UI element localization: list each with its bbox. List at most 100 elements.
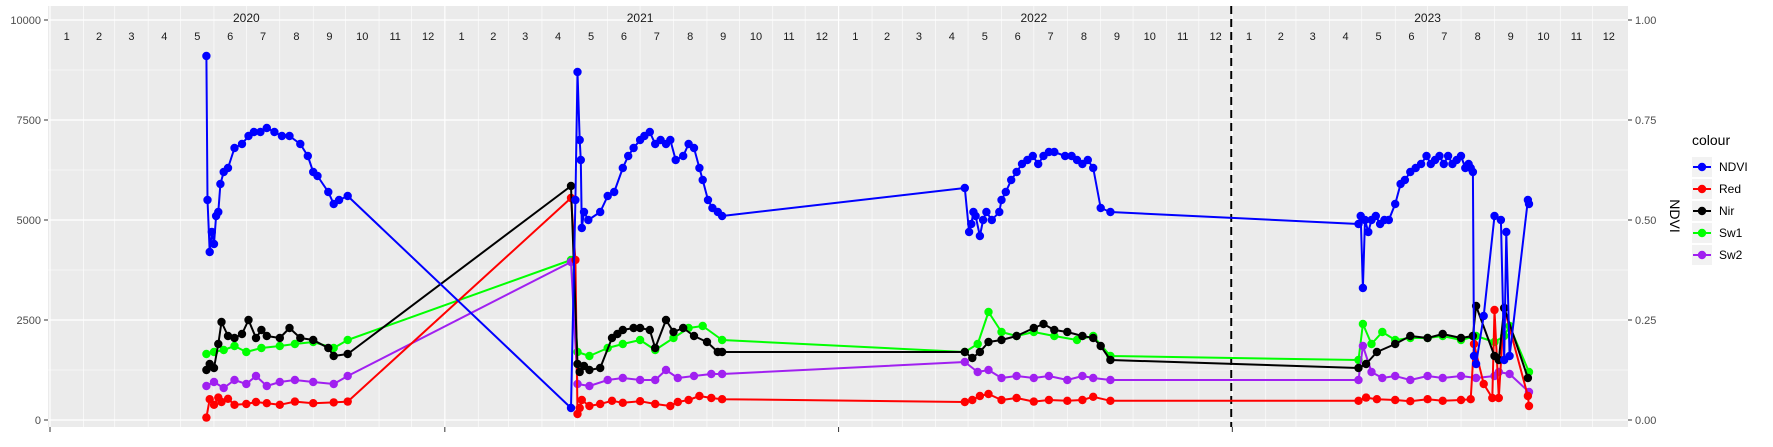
data-point-ndvi [1364,227,1373,237]
data-point-nir [1456,333,1466,343]
legend-key-point-sw2 [1697,250,1707,260]
data-point-ndvi [1106,207,1115,217]
data-point-red [1044,395,1054,405]
data-point-nir [679,323,688,333]
data-point-red [1438,396,1447,405]
data-point-ndvi [324,187,333,197]
data-point-ndvi [964,227,974,237]
month-label: 7 [1441,31,1447,43]
data-point-nir [645,325,654,335]
data-point-red [651,399,660,409]
data-point-red [1089,392,1098,401]
data-point-ndvi [343,191,352,201]
data-point-sw2 [960,357,969,367]
data-point-red [673,397,682,407]
month-label: 11 [783,31,794,43]
data-point-ndvi [1354,219,1363,229]
data-point-red [223,394,233,403]
month-label: 5 [588,31,594,43]
data-point-sw1 [585,351,594,361]
data-point-sw2 [242,379,251,389]
data-point-sw2 [290,375,300,385]
data-point-sw1 [1367,339,1376,349]
data-point-sw2 [1423,371,1432,381]
data-point-nir [1354,363,1363,373]
data-point-sw2 [309,377,318,387]
legend-key-point-red [1697,184,1707,194]
data-point-nir [573,359,582,369]
data-point-ndvi [703,195,713,205]
month-label: 6 [621,31,627,43]
data-point-red [695,391,704,401]
data-point-ndvi [987,215,996,225]
month-label: 12 [422,31,434,43]
data-point-ndvi [1358,283,1368,293]
data-point-red [1494,393,1504,403]
data-point-ndvi [1012,167,1021,177]
data-point-ndvi [695,163,704,173]
data-point-ndvi [1384,215,1394,225]
month-label: 5 [982,31,988,43]
data-point-ndvi [1468,167,1478,177]
data-point-red [1391,395,1400,405]
data-point-sw1 [1050,331,1059,341]
month-label: 7 [1047,31,1053,43]
y-left-tick-label: 10000 [10,15,41,27]
data-point-red [262,399,271,408]
data-point-ndvi [1479,311,1488,321]
data-point-ndvi [249,127,259,137]
data-point-sw1 [242,347,251,357]
data-point-sw2 [1078,371,1087,381]
data-point-sw2 [673,373,682,383]
data-point-nir [1372,347,1382,357]
month-label: 6 [1015,31,1021,43]
data-point-nir [324,343,333,353]
data-point-ndvi [1060,151,1070,161]
data-point-red [1456,395,1466,405]
data-point-red [717,395,727,404]
data-point-ndvi [584,215,593,225]
data-point-sw2 [1089,373,1098,383]
data-point-sw2 [1044,371,1054,381]
data-point-nir [661,315,671,325]
data-point-sw2 [275,377,284,387]
month-label: 7 [654,31,660,43]
data-point-ndvi [262,123,271,133]
month-label: 1 [458,31,464,43]
month-label: 6 [1408,31,1414,43]
data-point-red [230,400,239,409]
y-right-tick-label: 0.75 [1635,115,1656,127]
data-point-sw1 [343,335,352,345]
y-right-axis-title: NDVI [1667,199,1683,232]
data-point-ndvi [689,143,699,153]
data-point-ndvi [202,51,211,61]
legend-key-point-ndvi [1697,162,1707,172]
data-point-sw2 [1438,373,1447,383]
legend-label-red: Red [1719,182,1741,196]
legend-key-point-nir [1697,206,1707,216]
data-point-red [202,413,211,422]
data-point-ndvi [1471,359,1481,369]
data-point-red [309,399,318,408]
data-point-red [1063,396,1072,405]
data-point-nir [1438,329,1447,339]
data-point-red [1423,395,1432,404]
legend-title: colour [1692,132,1730,148]
data-point-red [242,399,251,409]
legend-label-nir: Nir [1719,204,1734,218]
y-right-tick-label: 1.00 [1635,15,1656,27]
data-point-ndvi [975,231,985,241]
data-point-ndvi [313,171,322,181]
data-point-nir [968,353,977,363]
data-point-sw2 [1012,371,1021,381]
data-point-nir [343,349,352,359]
month-label: 12 [816,31,828,43]
data-point-ndvi [579,207,589,217]
data-point-nir [1063,327,1072,337]
data-point-nir [257,325,266,335]
data-point-ndvi [1422,151,1431,161]
data-point-red [251,397,261,407]
data-point-nir [296,333,305,343]
data-point-nir [629,323,638,333]
